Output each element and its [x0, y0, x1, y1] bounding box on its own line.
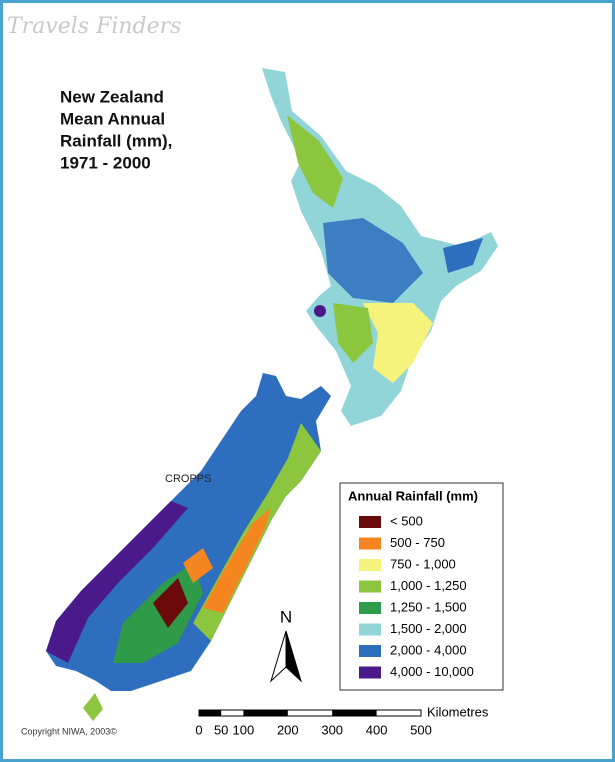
scale-segment — [332, 710, 377, 716]
place-label: CROPPS — [165, 473, 211, 485]
scale-segment — [243, 710, 288, 716]
legend-label: 500 - 750 — [390, 535, 445, 550]
legend-title: Annual Rainfall (mm) — [348, 488, 478, 503]
region — [314, 305, 326, 317]
land — [46, 373, 331, 691]
legend-label: 2,000 - 4,000 — [390, 642, 467, 657]
legend-label: 1,250 - 1,500 — [390, 599, 467, 614]
scale-bar: 0 50 100 200 300 400 500 Kilometres — [195, 704, 489, 737]
region — [363, 303, 433, 383]
legend-label: 4,000 - 10,000 — [390, 664, 474, 679]
region — [333, 303, 373, 363]
stewart-island — [83, 693, 103, 721]
title-line: New Zealand — [60, 87, 164, 106]
scale-segment — [199, 710, 222, 716]
legend-swatch — [359, 623, 381, 636]
legend-swatch — [359, 559, 381, 571]
title-line: Mean Annual — [60, 109, 165, 128]
north-island — [262, 68, 498, 426]
region — [153, 578, 188, 628]
arrow-half — [269, 630, 287, 683]
scale-label: 500 — [410, 722, 432, 737]
title-line: 1971 - 2000 — [60, 153, 151, 172]
copyright: Copyright NIWA, 2003© — [21, 726, 117, 736]
legend-swatch — [359, 537, 381, 550]
scale-outline — [198, 709, 422, 717]
legend-label: 1,000 - 1,250 — [390, 578, 467, 593]
legend-swatch — [359, 580, 381, 593]
legend-label: 750 - 1,000 — [390, 556, 456, 571]
region — [323, 218, 423, 303]
scale-label: 200 — [277, 722, 299, 737]
north-label: N — [280, 607, 292, 626]
legend-label: < 500 — [390, 513, 423, 528]
scale-unit: Kilometres — [427, 704, 489, 719]
scale-label: 100 — [233, 722, 255, 737]
scale-label: 0 — [195, 722, 202, 737]
arrow-half — [285, 630, 303, 683]
north-arrow: N — [269, 607, 303, 683]
region — [183, 548, 213, 583]
legend-items: < 500 500 - 750 750 - 1,000 1,000 - 1,250 1,… — [359, 513, 474, 679]
region — [287, 115, 343, 208]
scale-label: 400 — [366, 722, 388, 737]
watermark: Travels Finders — [7, 14, 181, 39]
legend-swatch — [359, 516, 381, 528]
south-island — [46, 373, 331, 721]
legend-swatch — [359, 645, 381, 657]
legend-swatch — [359, 602, 381, 614]
legend-label: 1,500 - 2,000 — [390, 621, 467, 636]
map: Travels Finders New Zealand Mean Annual … — [7, 14, 504, 737]
region — [443, 238, 483, 273]
title-line: Rainfall (mm), — [60, 131, 172, 150]
region — [46, 501, 188, 663]
region — [203, 508, 271, 613]
scale-label: 300 — [321, 722, 343, 737]
scale-label: 50 — [214, 722, 228, 737]
legend-swatch — [359, 666, 381, 679]
